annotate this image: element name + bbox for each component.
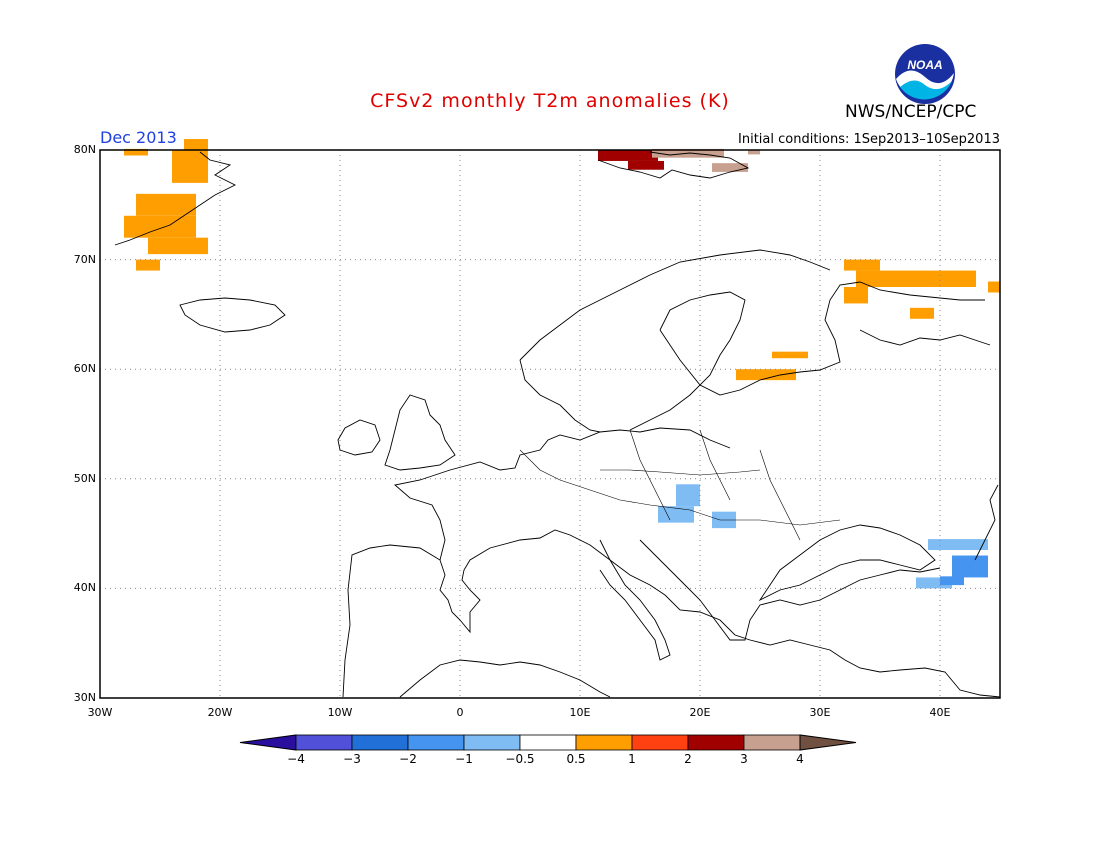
country-borders: [519, 429, 841, 541]
lat-label: 70N: [73, 252, 96, 266]
colorbar-label: −1: [455, 752, 473, 766]
lon-label: 40E: [929, 706, 951, 719]
noaa-logo-text: NOAA: [907, 58, 942, 72]
colorbar-label: 2: [684, 752, 692, 766]
anomaly-cell-gulf-finland: [772, 351, 808, 359]
coastline-svalbard: [597, 151, 750, 179]
anomaly-cell-kola-barents: [844, 259, 880, 271]
lon-label: 10W: [327, 706, 353, 719]
anomaly-cell-kola-barents: [910, 307, 934, 319]
colorbar-label: −2: [399, 752, 417, 766]
anomaly-cell-caucasus-cold: [916, 577, 952, 589]
colorbar-label: 4: [796, 752, 804, 766]
coastlines: [114, 151, 1001, 698]
colorbar-segment: [351, 734, 409, 751]
coastline-italy: [599, 539, 671, 661]
anomaly-cell-greenland-east: [124, 148, 148, 156]
anomaly-cell-svalbard-warm: [628, 160, 664, 170]
colorbar-segment: [799, 734, 857, 751]
anomaly-cell-caucasus-colder: [940, 576, 964, 586]
lon-label: 0: [456, 706, 464, 719]
coastline-finland: [659, 281, 985, 396]
colorbar-segment: [295, 734, 353, 751]
coastline-balkans: [639, 539, 941, 641]
anomaly-cell-greenland-east: [136, 193, 196, 216]
anomaly-cell-kola-barents: [856, 270, 976, 287]
colorbar-segment: [239, 734, 297, 751]
coastline-norway: [519, 249, 831, 361]
coastline-black-sea: [758, 524, 936, 602]
coastline-ireland: [337, 419, 381, 456]
anomaly-cell-greenland-east: [148, 237, 208, 255]
coastline-greenland: [114, 151, 237, 246]
colorbar-segment: [687, 734, 745, 751]
anomaly-cell-svalbard-brown: [712, 163, 748, 172]
initial-conditions: Initial conditions: 1Sep2013–10Sep2013: [738, 132, 1000, 147]
colorbar-segment: [519, 734, 577, 751]
colorbar-label: 1: [628, 752, 636, 766]
anomaly-cell-greenland-east: [184, 139, 208, 167]
colorbar-segment: [575, 734, 633, 751]
colorbar-label: −3: [343, 752, 361, 766]
lon-label: 30E: [809, 706, 831, 719]
coastline-russia-north: [859, 329, 991, 346]
map-frame: [99, 149, 1001, 699]
anomaly-cell-greenland-east: [136, 259, 160, 271]
lat-label: 30N: [73, 691, 96, 704]
gridlines: [100, 150, 1000, 698]
lat-label: 50N: [73, 471, 96, 485]
coastline-sweden-east: [629, 291, 746, 431]
lon-label: 20W: [207, 706, 233, 719]
coastline-iceland: [179, 297, 286, 333]
lon-label: 10E: [569, 706, 591, 719]
organization-label: NWS/NCEP/CPC: [845, 102, 977, 122]
colorbar-segment: [463, 734, 521, 751]
forecast-month: Dec 2013: [100, 128, 177, 147]
anomaly-cell-caucasus-cold: [928, 539, 988, 551]
anomaly-cell-kola-barents: [844, 287, 868, 304]
lat-label: 60N: [73, 362, 96, 376]
anomaly-cell-kola-barents: [988, 281, 1000, 293]
coastline-caspian: [974, 484, 999, 561]
colorbar-segment: [631, 734, 689, 751]
lat-label: 40N: [73, 581, 96, 595]
colorbar-label: −4: [287, 752, 305, 766]
anomaly-cell-hungary-cold: [676, 484, 700, 507]
coastline-britain: [384, 394, 456, 471]
anomaly-cells: [124, 139, 1000, 589]
coastline-france-north: [394, 427, 731, 561]
colorbar-segment: [743, 734, 801, 751]
noaa-logo: NOAA: [895, 44, 955, 104]
anomaly-cell-greenland-east: [124, 215, 196, 238]
anomaly-cell-svalbard-warm: [598, 150, 658, 161]
colorbar-label: 3: [740, 752, 748, 766]
anomaly-cell-gulf-finland: [736, 369, 796, 381]
lat-label: 80N: [73, 143, 96, 156]
map-title: CFSv2 monthly T2m anomalies (K): [370, 90, 730, 112]
anomaly-cell-svalbard-brown: [748, 150, 760, 155]
colorbar: [239, 734, 857, 751]
anomaly-cell-hungary-cold: [658, 506, 694, 523]
colorbar-label: −0.5: [505, 752, 535, 766]
coastline-africa: [399, 659, 611, 698]
anomaly-cell-caucasus-colder: [952, 555, 988, 578]
coastline-sweden-south: [519, 359, 601, 433]
lon-label: 20E: [689, 706, 711, 719]
colorbar-label: 0.5: [566, 752, 586, 766]
colorbar-segment: [407, 734, 465, 751]
lon-label: 30W: [87, 706, 113, 719]
